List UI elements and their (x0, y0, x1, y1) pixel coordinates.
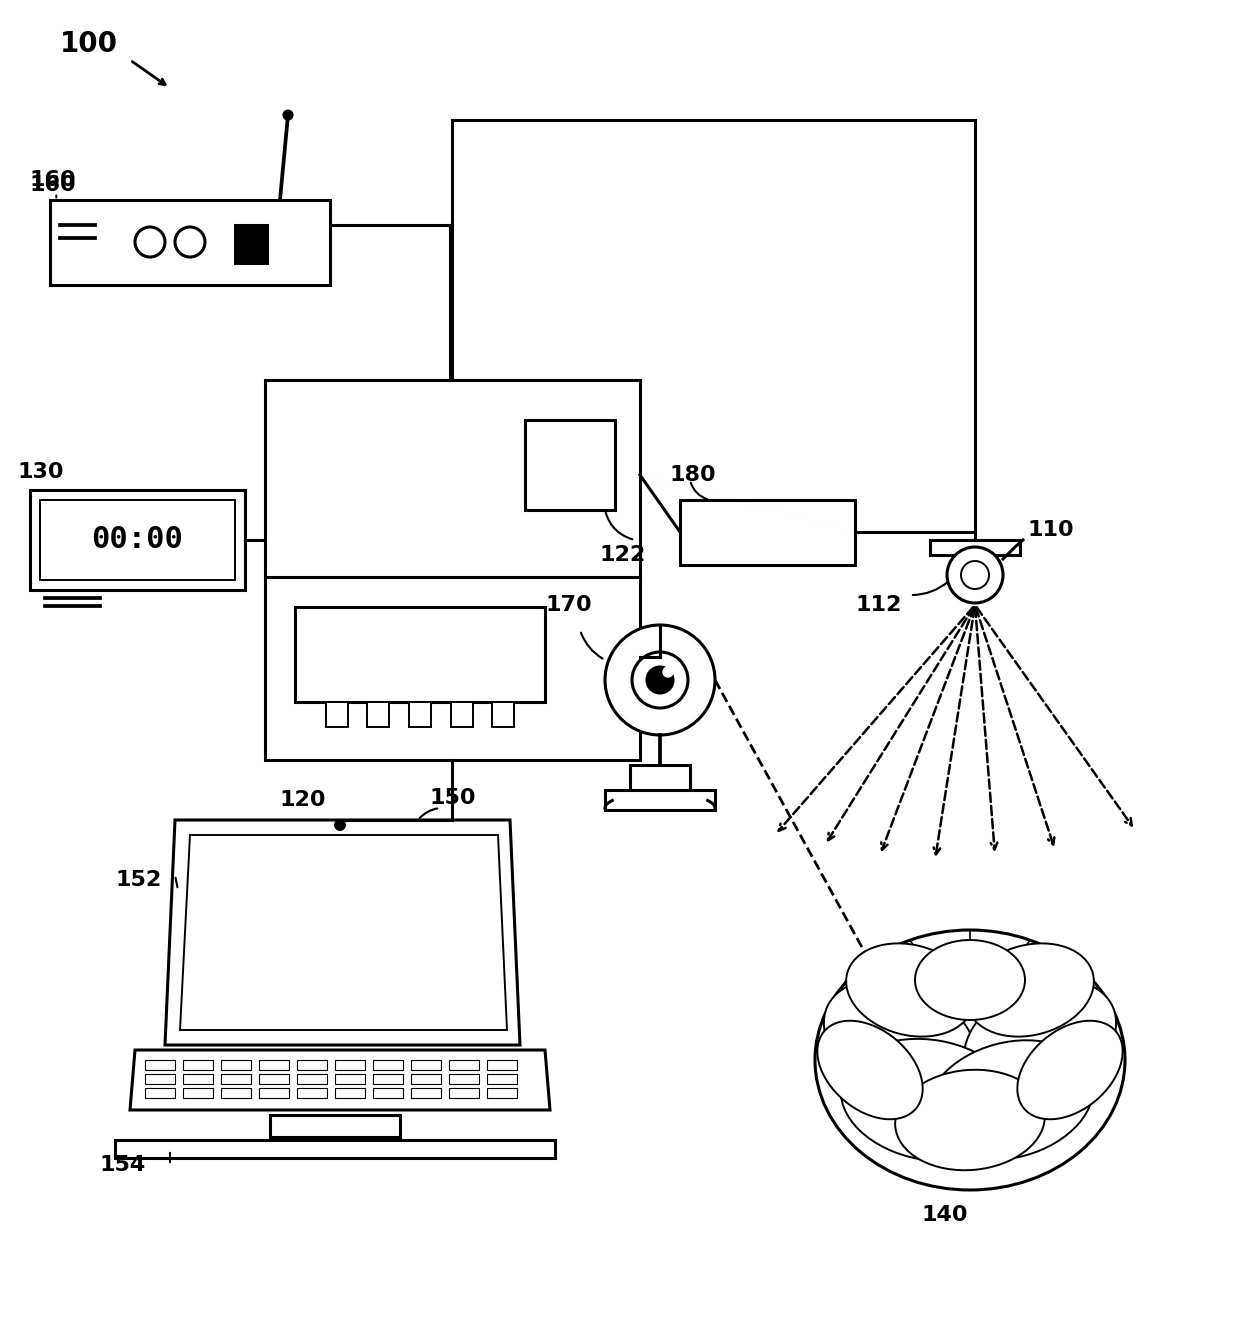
Bar (184, 1060, 213, 1070)
Bar (449, 1088, 479, 1099)
Text: 150: 150 (430, 788, 476, 808)
Bar (195, 907, 293, 958)
Circle shape (961, 561, 990, 590)
Text: 170: 170 (546, 595, 591, 615)
Bar (145, 1088, 175, 1099)
Bar (326, 702, 347, 727)
Bar (221, 1074, 250, 1084)
Text: 140: 140 (921, 1205, 968, 1225)
Bar (184, 1074, 213, 1084)
Bar (298, 850, 396, 902)
Bar (399, 907, 497, 958)
Ellipse shape (963, 980, 1116, 1100)
Bar (221, 1088, 250, 1099)
Bar (195, 850, 293, 902)
Bar (221, 1060, 250, 1070)
Bar (298, 1060, 327, 1070)
Bar (259, 1060, 289, 1070)
Bar (145, 1074, 175, 1084)
Polygon shape (180, 835, 507, 1030)
Bar (259, 1074, 289, 1084)
Text: 00:00: 00:00 (92, 525, 184, 555)
Circle shape (647, 667, 673, 693)
Text: 154: 154 (100, 1155, 146, 1175)
Circle shape (605, 624, 715, 735)
Bar (298, 962, 396, 1014)
Ellipse shape (1017, 1021, 1122, 1119)
Bar (409, 702, 432, 727)
Ellipse shape (815, 929, 1125, 1190)
Bar (525, 420, 615, 510)
Bar (373, 1074, 403, 1084)
Text: 110: 110 (1027, 520, 1074, 540)
Text: 160: 160 (30, 175, 77, 195)
Bar (630, 766, 689, 790)
Bar (259, 1088, 289, 1099)
Circle shape (335, 821, 345, 830)
Bar (492, 702, 515, 727)
Circle shape (947, 547, 1003, 603)
Bar (399, 850, 497, 902)
Text: 152: 152 (115, 870, 161, 890)
Circle shape (663, 667, 673, 677)
Bar (236, 226, 267, 263)
Bar (335, 1074, 365, 1084)
Text: 100: 100 (60, 30, 118, 58)
Bar (145, 1060, 175, 1070)
Text: 160: 160 (30, 171, 77, 189)
Bar (184, 1088, 213, 1099)
Bar (115, 1140, 556, 1158)
Bar (449, 1060, 479, 1070)
Circle shape (175, 227, 205, 257)
Text: 130: 130 (19, 462, 64, 482)
Bar (410, 1088, 441, 1099)
Bar (410, 1074, 441, 1084)
Bar (50, 200, 330, 285)
Bar (373, 1060, 403, 1070)
Bar (335, 1060, 365, 1070)
Bar (680, 500, 856, 565)
Text: 120: 120 (280, 790, 326, 810)
Bar (335, 1088, 365, 1099)
Text: 122: 122 (600, 545, 646, 565)
Bar (30, 490, 246, 590)
Ellipse shape (895, 1070, 1045, 1170)
Bar (410, 1060, 441, 1070)
Bar (298, 1088, 327, 1099)
Circle shape (284, 111, 291, 120)
Bar (930, 540, 1021, 555)
Bar (373, 1088, 403, 1099)
Bar (195, 962, 293, 1014)
Text: 112: 112 (856, 595, 901, 615)
Bar (265, 380, 640, 760)
Bar (295, 607, 546, 702)
Ellipse shape (926, 1041, 1094, 1160)
Bar (399, 962, 497, 1014)
Ellipse shape (817, 1021, 923, 1119)
Bar (40, 500, 236, 580)
Bar (270, 1115, 401, 1138)
Ellipse shape (966, 943, 1094, 1037)
Circle shape (632, 651, 688, 708)
Bar (450, 702, 472, 727)
Bar (487, 1088, 517, 1099)
Bar (298, 1074, 327, 1084)
Circle shape (135, 227, 165, 257)
Bar (298, 907, 396, 958)
Ellipse shape (823, 980, 976, 1100)
Ellipse shape (915, 940, 1025, 1019)
Text: 180: 180 (670, 465, 717, 485)
Bar (605, 790, 715, 810)
Ellipse shape (841, 1039, 1019, 1162)
Polygon shape (130, 1050, 551, 1111)
Bar (487, 1060, 517, 1070)
Bar (367, 702, 389, 727)
Bar (449, 1074, 479, 1084)
Polygon shape (165, 821, 520, 1045)
Ellipse shape (846, 943, 973, 1037)
Ellipse shape (870, 955, 1070, 1085)
Bar (487, 1074, 517, 1084)
